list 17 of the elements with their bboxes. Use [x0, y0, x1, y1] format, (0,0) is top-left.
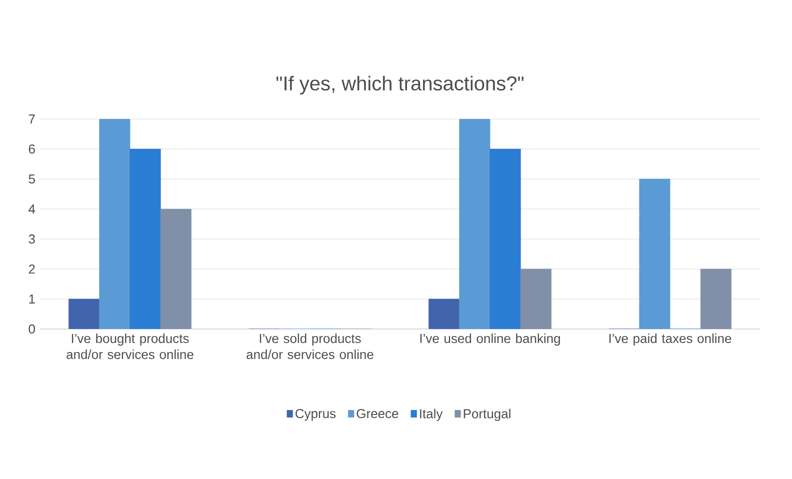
y-tick-label: 6 [28, 144, 35, 154]
y-tick-label: 7 [28, 114, 35, 124]
y-tick-label: 5 [28, 174, 35, 184]
x-tick-label: I’ve bought products and/or services online [66, 334, 194, 360]
y-tick-label: 4 [28, 204, 36, 214]
legend-label: Italy [420, 408, 443, 421]
y-tick-label: 0 [28, 324, 35, 334]
chart-title: "If yes, which transactions?" [276, 76, 524, 94]
x-tick-label: I’ve paid taxes online [609, 334, 732, 346]
legend-label: Cyprus [296, 408, 336, 421]
y-tick-label: 2 [28, 264, 35, 274]
x-tick-label: I’ve sold products and/or services online [246, 334, 374, 360]
y-tick-label: 3 [28, 234, 35, 244]
x-tick-label: I’ve used online banking [420, 334, 560, 346]
y-tick-label: 1 [29, 294, 35, 304]
legend-label: Portugal [464, 408, 510, 421]
legend-label: Greece [356, 408, 398, 418]
